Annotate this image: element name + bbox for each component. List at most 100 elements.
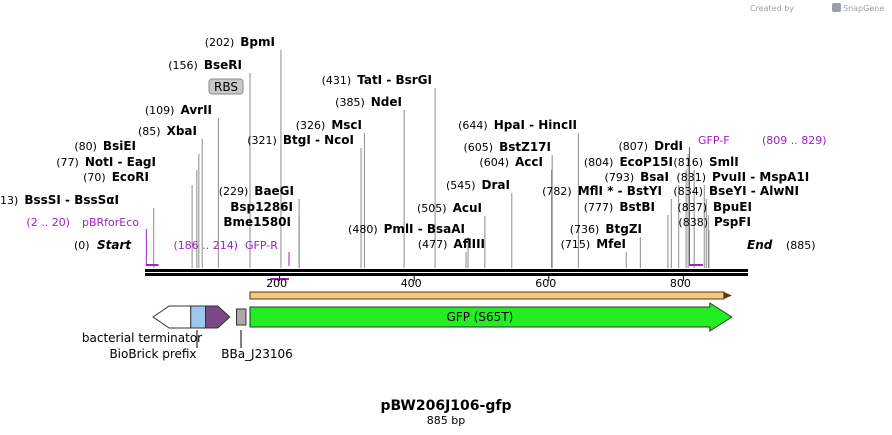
start-position: (0): [74, 239, 90, 252]
enzyme-name: DraI: [482, 178, 510, 192]
enzyme-name: PvuII - MspA1I: [712, 170, 809, 184]
feature-label-bba-j23106: BBa_J23106: [221, 347, 293, 361]
enzyme-site-drdi: DrdI (807): [618, 139, 683, 153]
feature-shape: [205, 305, 231, 329]
enzyme-name: BseRI: [204, 58, 242, 72]
primer-name: pBRforEco: [82, 216, 139, 229]
enzyme-site-acui: AcuI (505): [417, 201, 482, 215]
enzyme-position: (505): [417, 202, 447, 215]
enzyme-name: EcoP15I: [619, 155, 673, 169]
enzyme-position: (321): [247, 134, 277, 147]
enzyme-site-bstz17i: BstZ17I (605): [464, 140, 551, 154]
enzyme-site-drai: DraI (545): [446, 178, 510, 192]
enzyme-site-acci: AccI (604): [479, 155, 543, 169]
enzyme-name: NdeI: [371, 95, 402, 109]
enzyme-position: (782): [542, 185, 572, 198]
feature-shape: [249, 302, 733, 332]
enzyme-site-pspfi: PspFI (838): [678, 215, 751, 229]
primer-range: (809 .. 829): [762, 134, 827, 147]
enzyme-position: (816): [673, 156, 703, 169]
enzyme-position: (793): [605, 171, 635, 184]
enzyme-name: AflIII: [453, 237, 485, 251]
enzyme-name: BsiEI: [103, 139, 136, 153]
feature-bacterial-terminator: [152, 305, 192, 329]
enzyme-name: NotI - EagI: [85, 155, 156, 169]
enzyme-name: BsaI: [640, 170, 669, 184]
enzyme-site-bsiei: BsiEI (80): [74, 139, 136, 153]
enzyme-position: (807): [618, 140, 648, 153]
enzyme-sites: BpmI (202) BseRI (156) AvrII (109) XbaI (85)Bsi…: [0, 35, 809, 251]
enzyme-site-pmli-bsaai: PmlI - BsaAI (480): [348, 222, 465, 236]
tick-label: 400: [401, 277, 422, 290]
enzyme-name: AvrII: [180, 103, 212, 117]
enzyme-site-ecori: EcoRI (70): [83, 170, 149, 184]
enzyme-name: EcoRI: [112, 170, 149, 184]
enzyme-name: BtgZI: [605, 222, 642, 236]
enzyme-position: (202): [205, 36, 235, 49]
enzyme-position: (715): [561, 238, 591, 251]
enzyme-site-bseyi-alwni: BseYI - AlwNI (834): [673, 184, 799, 198]
enzyme-name: MscI: [331, 118, 362, 132]
enzyme-position: (229): [219, 185, 249, 198]
enzyme-name: MflI * - BstYI: [578, 184, 662, 198]
brand-name: SnapGene: [843, 4, 884, 13]
enzyme-position: (431): [322, 74, 352, 87]
enzyme-site-hpai-hincii: HpaI - HincII (644): [458, 118, 577, 132]
enzyme-name: AcuI: [453, 201, 482, 215]
feature-label-bacterial-terminator: bacterial terminator: [82, 331, 202, 345]
enzyme-name: PmlI - BsaAI: [384, 222, 465, 236]
primer-gfp-r: (186 .. 214) GFP-R: [173, 239, 290, 280]
enzyme-position: (85): [138, 125, 161, 138]
enzyme-site-afliii: AflIII (477): [418, 237, 485, 251]
rbs-label: RBS: [214, 80, 238, 94]
enzyme-name: BstZ17I: [499, 140, 551, 154]
enzyme-site-btgzi: BtgZI (736): [570, 222, 642, 236]
tick-label: 800: [670, 277, 691, 290]
enzyme-name: Bme1580I: [223, 215, 291, 229]
enzyme-position: (838): [678, 216, 708, 229]
enzyme-name: BpuEI: [713, 200, 752, 214]
enzyme-name: Bsp1286I: [230, 200, 293, 214]
plasmid-length: 885 bp: [427, 414, 465, 427]
enzyme-site-bsssi-bsss-i: BssSI - BssSαI (13): [0, 193, 119, 207]
primer-pbrforeco: (2 .. 20) pBRforEco: [26, 216, 159, 266]
enzyme-site-mfli-bstyi: MflI * - BstYI (782): [542, 184, 662, 198]
enzyme-name: TatI - BsrGI: [357, 73, 432, 87]
enzyme-site-mfei: MfeI (715): [561, 237, 626, 251]
orf-bar: [249, 291, 725, 300]
enzyme-name: BtgI - NcoI: [283, 133, 354, 147]
enzyme-name: XbaI: [167, 124, 197, 138]
enzyme-position: (837): [677, 201, 707, 214]
end-position: (885): [786, 239, 816, 252]
tick-label: 600: [535, 277, 556, 290]
enzyme-site-baegi: BaeGI (229): [219, 184, 294, 198]
enzyme-position: (804): [584, 156, 614, 169]
enzyme-position: (777): [584, 201, 614, 214]
enzyme-site-xbai: XbaI (85): [138, 124, 197, 138]
enzyme-position: (109): [145, 104, 175, 117]
enzyme-position: (604): [479, 156, 509, 169]
enzyme-position: (545): [446, 179, 476, 192]
snapgene-logo-icon: [832, 3, 841, 12]
enzyme-site-bstbi: BstBI (777): [584, 200, 655, 214]
enzyme-site-msci: MscI (326): [296, 118, 362, 132]
enzyme-name: AccI: [515, 155, 543, 169]
enzyme-name: PspFI: [714, 215, 751, 229]
primer-range: (2 .. 20): [26, 216, 70, 229]
enzyme-position: (80): [74, 140, 97, 153]
snapgene-brand: Created by SnapGene: [750, 3, 884, 13]
end-label: End: [747, 238, 773, 252]
guide-lines: [153, 50, 710, 268]
backbone-top-strand: [145, 269, 748, 272]
enzyme-site-bme1580i: Bme1580I: [223, 215, 291, 229]
enzyme-position: (477): [418, 238, 448, 251]
enzyme-position: (13): [0, 194, 18, 207]
enzyme-site-bpmi: BpmI (202): [205, 35, 275, 49]
rbs-badge: RBS: [208, 78, 244, 95]
backbone-bottom-strand: [145, 273, 748, 276]
sequence-ends: (0) Start End (885): [74, 238, 816, 252]
enzyme-position: (385): [335, 96, 365, 109]
enzyme-site-pvuii-mspa1i: PvuII - MspA1I (831): [676, 170, 809, 184]
enzyme-name: BseYI - AlwNI: [709, 184, 799, 198]
enzyme-site-ndei: NdeI (385): [335, 95, 402, 109]
